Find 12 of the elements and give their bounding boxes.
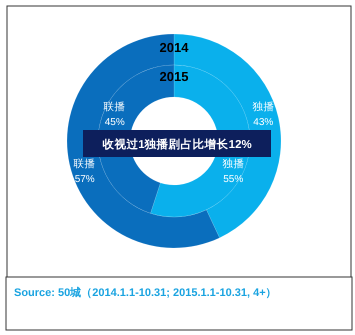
data-label: 45% (104, 117, 125, 128)
data-label: 55% (223, 174, 244, 185)
text: 收视过1独播剧占比增长12% (102, 137, 252, 151)
chart-title: 2015 (160, 69, 188, 84)
slice-label: 独播 (252, 100, 274, 113)
text: 2014 (160, 40, 190, 55)
slice-label: 独播 (222, 157, 244, 170)
slice-label: 联播 (74, 158, 96, 170)
slice-label: 联播 (104, 101, 126, 113)
data-label: 57% (74, 174, 95, 185)
source-note: Source: 50城（2014.1.1-10.31; 2015.1.1-10.31, 4+） (14, 286, 277, 299)
data-label: 43% (253, 117, 274, 128)
